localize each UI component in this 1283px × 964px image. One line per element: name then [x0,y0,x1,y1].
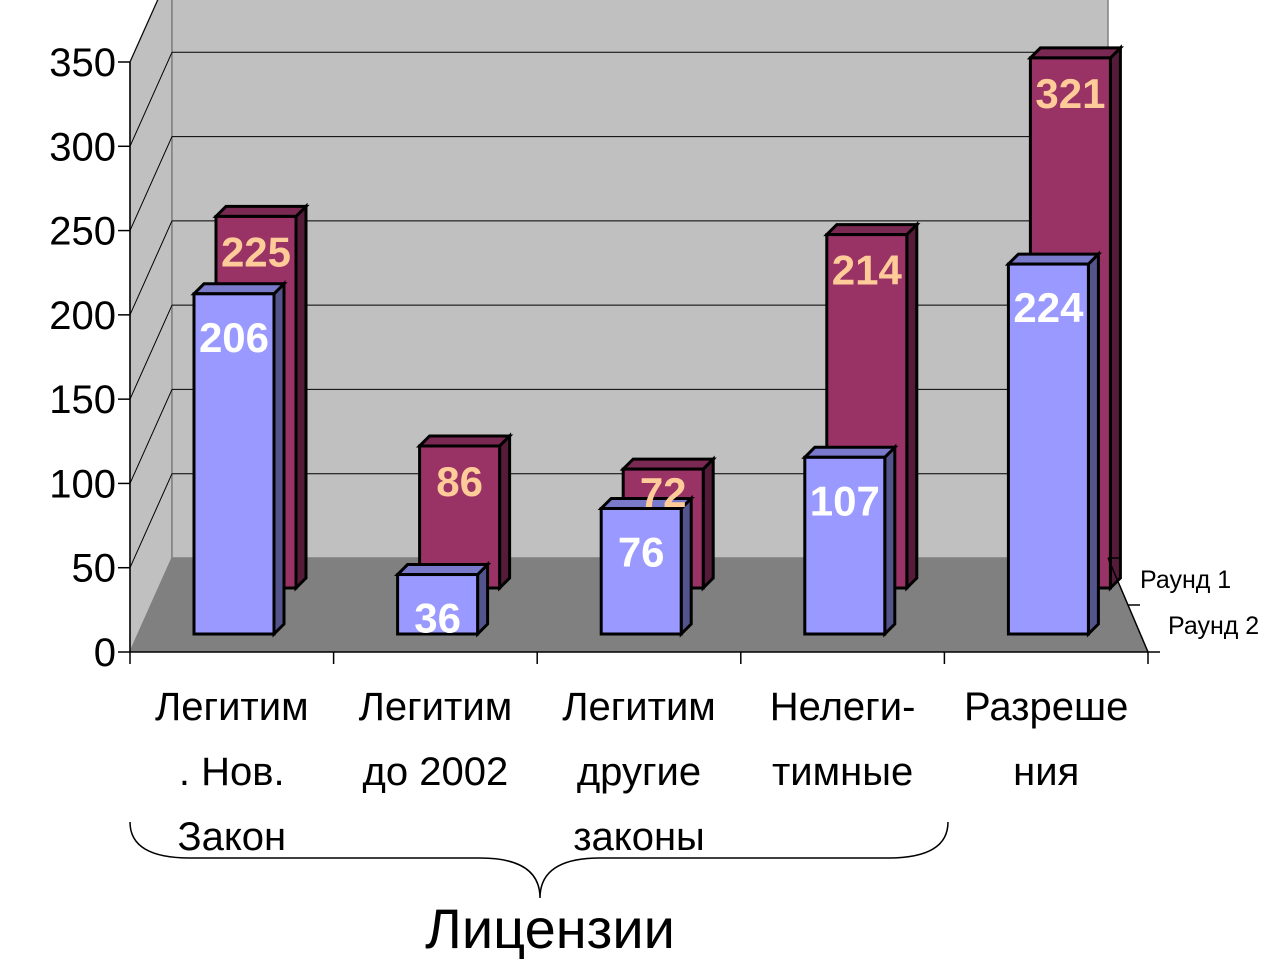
category-label: Легитим [562,685,716,729]
category-label: другие [577,750,701,794]
axes: 0 50 100 150 200 250 300 350 Легитим . Нов. Закон Л… [49,41,1259,859]
category-label: тимные [772,750,913,794]
bar-round2 [393,560,492,638]
bar-top [619,457,717,471]
series-label: Раунд 1 [1140,566,1231,594]
bar-round2 [190,280,288,638]
category-label: ния [1013,750,1079,794]
bar-front [396,573,480,636]
bars [190,44,1125,638]
data-label-round1: 225 [221,228,291,275]
series-label: Раунд 2 [1168,612,1259,640]
gridline-side [129,136,173,231]
gridline-side [129,220,173,316]
gridline-side [129,0,159,63]
y-tick-label: 0 [94,631,116,675]
y-tick-label: 50 [72,547,117,591]
brace-path [129,821,949,899]
data-label-round1: 72 [640,469,687,516]
data-label-round2: 107 [810,477,880,524]
group-label: Лицензии [425,897,675,960]
gridline-side [129,389,173,484]
bar-round2 [597,494,695,638]
data-label-round1: 86 [436,458,483,505]
data-label-round1: 321 [1035,70,1105,117]
bar-round2 [801,443,899,638]
category-label: . Нов. [179,750,285,794]
bar-top [415,434,514,448]
category-label: Закон [177,815,286,859]
data-label-round2: 76 [618,528,665,575]
y-tick-label: 200 [49,294,116,338]
data-label-round1: 214 [832,247,903,294]
gridlines [129,0,1108,568]
bar-front [803,455,887,636]
bar-front [192,292,276,636]
gridline-side [129,304,173,400]
y-tick-label: 350 [49,41,116,85]
data-label-round2: 36 [414,595,461,642]
gridline-side [129,52,173,147]
category-label: Легитим [155,685,309,729]
category-label: Нелеги- [770,685,916,729]
data-label-round2: 206 [199,314,269,361]
bar-front [599,506,683,636]
y-tick-label: 300 [49,125,116,169]
data-labels: 225 206 86 36 72 76 214 107 321 224 [199,70,1105,642]
category-label: законы [573,815,705,859]
gridline-side [129,473,173,568]
y-tick-label: 100 [49,462,116,506]
data-label-round2: 224 [1013,284,1084,331]
category-label: Разреше [964,685,1128,729]
y-tick-label: 250 [49,210,116,254]
bar-front [1006,262,1090,636]
y-tick-label: 150 [49,378,116,422]
category-label: до 2002 [363,750,509,794]
category-brace [129,821,949,899]
category-label: Легитим [359,685,513,729]
bar-round2 [1004,250,1103,638]
